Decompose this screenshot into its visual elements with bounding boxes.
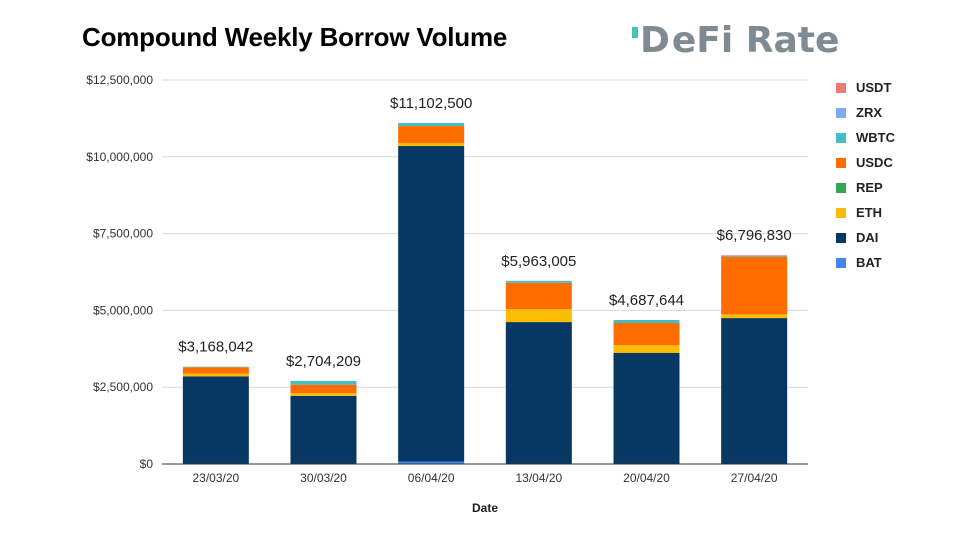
bar-segment-dai bbox=[613, 352, 680, 464]
bar-total-label: $3,168,042 bbox=[178, 339, 253, 356]
bar-segment-eth bbox=[505, 309, 572, 323]
bar-segment-usdc bbox=[290, 384, 357, 394]
bar-segment-eth bbox=[721, 314, 788, 319]
bar-segment-wbtc bbox=[398, 122, 465, 127]
bar-segment-dai bbox=[182, 376, 249, 464]
chart-title: Compound Weekly Borrow Volume bbox=[82, 22, 508, 52]
bar-total-label: $4,687,644 bbox=[609, 292, 684, 309]
x-tick-label: 06/04/20 bbox=[408, 471, 455, 485]
bar-stack bbox=[398, 122, 465, 464]
legend-swatch bbox=[836, 107, 846, 118]
legend-label: ETH bbox=[856, 205, 882, 220]
bar-segment-dai bbox=[505, 322, 572, 464]
legend-item-rep: REP bbox=[836, 175, 895, 200]
legend-swatch bbox=[836, 132, 846, 143]
logo-text: eFi Rate bbox=[671, 20, 840, 61]
y-axis-ticks: $0 $2,500,000 $5,000,000 $7,500,000 $10,000,… bbox=[86, 73, 153, 471]
grid-lines bbox=[162, 79, 808, 388]
bar-segment-wbtc bbox=[505, 280, 572, 283]
bar-total-label: $11,102,500 bbox=[390, 95, 472, 112]
legend-swatch bbox=[836, 182, 846, 193]
logo-mark: D bbox=[632, 20, 670, 61]
y-tick-label: $12,500,000 bbox=[86, 73, 153, 87]
bar-segment-usdc bbox=[613, 322, 680, 346]
bar-segment-usdc bbox=[182, 367, 249, 374]
x-axis-ticks: 23/03/20 30/03/20 06/04/20 13/04/20 20/04/20… bbox=[192, 471, 777, 485]
bar-segment-dai bbox=[398, 146, 465, 462]
legend-label: BAT bbox=[856, 255, 882, 270]
legend-item-wbtc: WBTC bbox=[836, 125, 895, 150]
legend-label: USDC bbox=[856, 155, 893, 170]
bar-total-label: $6,796,830 bbox=[717, 227, 792, 244]
legend-label: REP bbox=[856, 180, 883, 195]
bar-stack bbox=[505, 280, 572, 464]
legend-label: ZRX bbox=[856, 105, 882, 120]
bar-segment-dai bbox=[721, 318, 788, 464]
bar-segment-wbtc bbox=[182, 366, 249, 368]
bar-stack bbox=[613, 319, 680, 464]
bar-segment-usdc bbox=[398, 126, 465, 143]
legend-item-zrx: ZRX bbox=[836, 100, 895, 125]
legend-label: USDT bbox=[856, 80, 892, 95]
legend-label: WBTC bbox=[856, 130, 895, 145]
bar-segment-usdt bbox=[721, 255, 788, 256]
legend-item-usdt: USDT bbox=[836, 75, 895, 100]
legend-swatch bbox=[836, 207, 846, 218]
x-tick-label: 20/04/20 bbox=[623, 471, 670, 485]
x-tick-label: 27/04/20 bbox=[731, 471, 778, 485]
legend-item-bat: BAT bbox=[836, 250, 895, 275]
bar-stack bbox=[290, 380, 357, 464]
bar-segment-wbtc bbox=[721, 255, 788, 257]
legend-item-usdc: USDC bbox=[836, 150, 895, 175]
legend-swatch bbox=[836, 82, 846, 93]
legend: USDT ZRX WBTC USDC REP ETH DAI BAT bbox=[836, 75, 895, 275]
bar-segment-usdc bbox=[721, 256, 788, 315]
x-tick-label: 23/03/20 bbox=[192, 471, 239, 485]
bar-total-label: $2,704,209 bbox=[286, 353, 361, 370]
y-tick-label: $0 bbox=[140, 457, 154, 471]
y-tick-label: $5,000,000 bbox=[93, 303, 153, 317]
x-tick-label: 30/03/20 bbox=[300, 471, 347, 485]
legend-swatch bbox=[836, 232, 846, 243]
bar-stacks bbox=[182, 122, 788, 464]
bar-total-labels: $3,168,042 $2,704,209 $11,102,500 $5,963,00… bbox=[178, 95, 791, 370]
legend-label: DAI bbox=[856, 230, 879, 245]
bar-segment-eth bbox=[290, 393, 357, 396]
bar-segment-eth bbox=[613, 345, 680, 353]
bar-segment-wbtc bbox=[613, 319, 680, 323]
bar-segment-eth bbox=[182, 373, 249, 377]
legend-item-eth: ETH bbox=[836, 200, 895, 225]
bar-segment-dai bbox=[290, 395, 357, 464]
y-tick-label: $10,000,000 bbox=[86, 150, 153, 164]
bar-segment-wbtc bbox=[290, 380, 357, 385]
bar-segment-eth bbox=[398, 142, 465, 147]
bar-segment-bat bbox=[398, 461, 465, 464]
x-tick-label: 13/04/20 bbox=[515, 471, 562, 485]
bar-stack bbox=[721, 255, 788, 464]
bar-segment-usdc bbox=[505, 282, 572, 310]
bar-stack bbox=[182, 366, 249, 464]
x-axis-title: Date bbox=[472, 501, 498, 515]
legend-item-dai: DAI bbox=[836, 225, 895, 250]
legend-swatch bbox=[836, 157, 846, 168]
bar-total-label: $5,963,005 bbox=[501, 253, 576, 270]
y-tick-label: $2,500,000 bbox=[93, 380, 153, 394]
y-tick-label: $7,500,000 bbox=[93, 227, 153, 241]
legend-swatch bbox=[836, 257, 846, 268]
